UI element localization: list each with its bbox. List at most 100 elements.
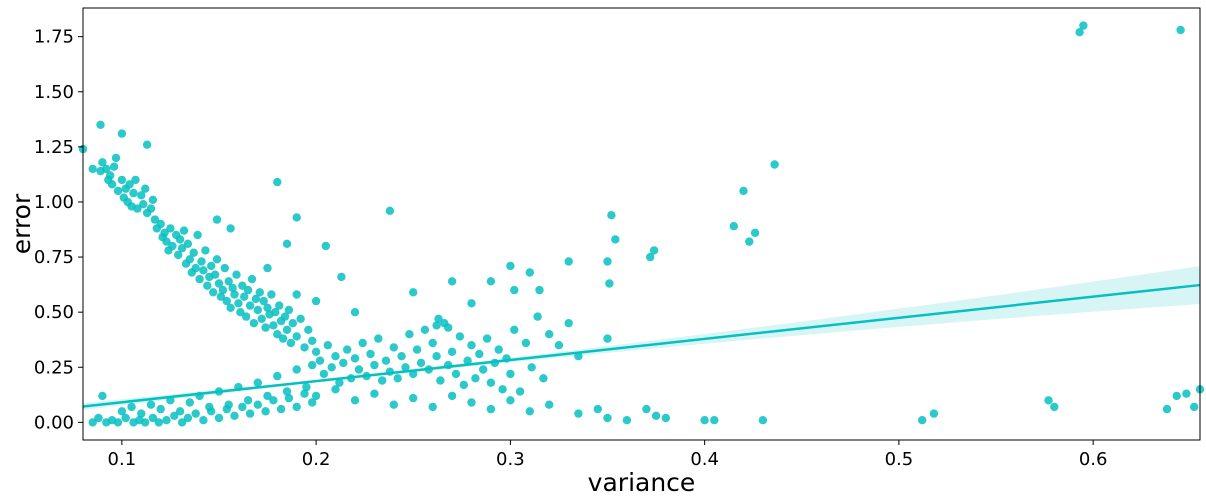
y-tick-label: 1.75 (34, 27, 74, 48)
scatter-point (156, 219, 165, 229)
scatter-point (593, 404, 602, 414)
scatter-point (222, 404, 231, 414)
scatter-point (197, 257, 206, 266)
scatter-point (603, 413, 612, 423)
scatter-point (269, 396, 278, 405)
scatter-point (117, 129, 127, 138)
scatter-point (220, 263, 229, 273)
scatter-point (622, 416, 632, 425)
scatter-point (649, 246, 659, 255)
scatter-point (444, 323, 453, 332)
scatter-point (243, 396, 253, 405)
scatter-point (273, 330, 282, 339)
scatter-point (226, 224, 235, 233)
scatter-point (129, 188, 138, 198)
scatter-point (203, 281, 212, 290)
scatter-point (189, 248, 198, 257)
scatter-point (212, 255, 222, 264)
scatter-point (467, 341, 476, 350)
scatter-point (278, 334, 288, 343)
scatter-point (642, 404, 651, 414)
scatter-point (1182, 389, 1191, 398)
scatter-point (282, 325, 292, 334)
scatter-point (275, 301, 284, 310)
x-tick-label: 0.4 (690, 449, 719, 470)
scatter-point (292, 332, 301, 341)
scatter-point (269, 321, 278, 330)
scatter-point (1044, 396, 1053, 405)
scatter-point (98, 158, 107, 167)
scatter-point (280, 312, 290, 321)
scatter-point (1050, 402, 1059, 412)
scatter-point (139, 200, 148, 209)
y-tick-label: 1.00 (34, 192, 74, 213)
scatter-point (564, 257, 573, 266)
x-axis-title: variance (588, 468, 696, 497)
scatter-point (929, 409, 939, 418)
scatter-point (302, 382, 311, 392)
scatter-point (273, 371, 282, 381)
scatter-point (389, 343, 398, 352)
scatter-point (1162, 404, 1172, 414)
scatter-point (183, 239, 193, 248)
scatter-point (193, 230, 202, 240)
x-tick-label: 0.1 (108, 449, 137, 470)
scatter-point (327, 363, 336, 372)
x-axis-ticks: 0.1 0.2 0.3 0.4 0.5 0.6 (108, 440, 1107, 470)
confidence-band-layer (83, 266, 1200, 410)
scatter-point (177, 244, 187, 253)
scatter-point (533, 312, 542, 321)
scatter-point (249, 319, 259, 328)
scatter-point (177, 418, 187, 427)
scatter-point (228, 283, 237, 293)
scatter-point (564, 319, 573, 328)
scatter-point (131, 175, 140, 185)
scatter-point (137, 409, 146, 418)
scatter-point (366, 349, 375, 359)
scatter-point (201, 246, 210, 255)
scatter-point (98, 391, 107, 401)
scatter-point (175, 235, 185, 244)
scatter-point (535, 285, 544, 295)
scatter-point (170, 411, 179, 420)
scatter-point (308, 360, 317, 370)
scatter-point (191, 409, 200, 418)
scatter-point (102, 164, 111, 174)
scatter-point (750, 228, 760, 237)
scatter-point (236, 308, 245, 317)
scatter-point (245, 301, 255, 310)
scatter-point (432, 352, 441, 361)
scatter-point (117, 175, 127, 185)
scatter-point (207, 261, 216, 271)
y-tick-label: 0.00 (34, 412, 74, 433)
scatter-point (467, 299, 476, 308)
scatter-point (191, 263, 200, 273)
scatter-point (300, 389, 309, 398)
x-tick-label: 0.5 (885, 449, 914, 470)
scatter-point (148, 195, 158, 204)
scatter-point (109, 162, 119, 171)
scatter-point (111, 153, 121, 163)
scatter-point (321, 241, 330, 251)
scatter-point (432, 321, 441, 330)
scatter-point (331, 385, 340, 394)
scatter-point (214, 279, 224, 288)
scatter-point (238, 402, 247, 412)
scatter-point (282, 387, 292, 396)
scatter-point (242, 312, 251, 321)
scatter-point (545, 330, 554, 339)
scatter-point (304, 325, 313, 334)
scatter-point (510, 325, 519, 334)
scatter-point (292, 213, 301, 222)
scatter-point (1079, 21, 1088, 30)
scatter-point (292, 365, 301, 374)
scatter-point (133, 204, 142, 213)
scatter-point (174, 250, 183, 260)
scatter-point (107, 180, 117, 189)
scatter-point (459, 380, 468, 390)
scatter-point (230, 290, 239, 299)
scatter-point (94, 413, 103, 423)
y-tick-label: 0.75 (34, 247, 74, 268)
scatter-point (224, 277, 233, 286)
scatter-point (479, 365, 488, 374)
